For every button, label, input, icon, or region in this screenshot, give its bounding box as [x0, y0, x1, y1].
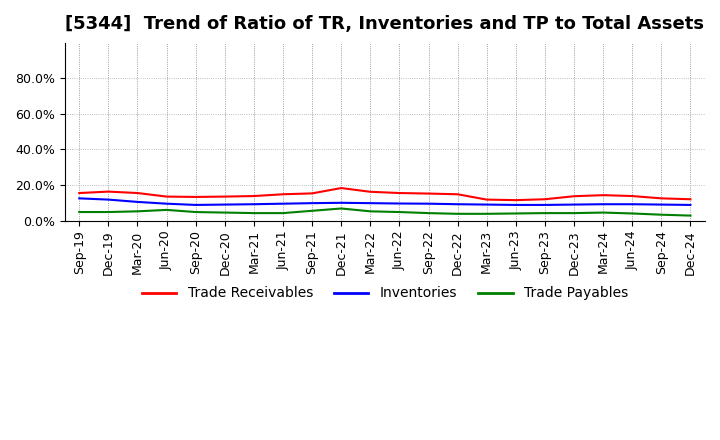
- Inventories: [104, 197, 113, 202]
- Trade Payables: [220, 210, 229, 215]
- Trade Receivables: [75, 191, 84, 196]
- Trade Payables: [162, 207, 171, 213]
- Trade Receivables: [220, 194, 229, 199]
- Trade Receivables: [192, 194, 200, 200]
- Inventories: [599, 202, 608, 207]
- Trade Receivables: [104, 189, 113, 194]
- Inventories: [366, 201, 374, 206]
- Inventories: [454, 202, 462, 207]
- Line: Trade Receivables: Trade Receivables: [79, 188, 690, 200]
- Trade Receivables: [511, 198, 520, 203]
- Trade Payables: [424, 210, 433, 216]
- Text: [5344]  Trend of Ratio of TR, Inventories and TP to Total Assets: [5344] Trend of Ratio of TR, Inventories…: [65, 15, 703, 33]
- Trade Payables: [454, 211, 462, 216]
- Trade Receivables: [424, 191, 433, 196]
- Trade Payables: [250, 210, 258, 216]
- Trade Receivables: [599, 193, 608, 198]
- Inventories: [307, 201, 316, 206]
- Trade Receivables: [541, 197, 549, 202]
- Inventories: [337, 200, 346, 205]
- Inventories: [628, 202, 636, 207]
- Trade Receivables: [454, 192, 462, 197]
- Trade Payables: [541, 210, 549, 216]
- Trade Payables: [686, 213, 695, 218]
- Trade Receivables: [162, 194, 171, 199]
- Inventories: [570, 202, 578, 207]
- Trade Payables: [570, 210, 578, 216]
- Inventories: [75, 196, 84, 201]
- Trade Receivables: [366, 189, 374, 194]
- Inventories: [192, 202, 200, 208]
- Trade Payables: [307, 208, 316, 213]
- Trade Payables: [133, 209, 142, 214]
- Inventories: [162, 201, 171, 206]
- Trade Payables: [279, 210, 287, 216]
- Trade Receivables: [628, 194, 636, 199]
- Trade Payables: [628, 211, 636, 216]
- Trade Payables: [104, 209, 113, 215]
- Trade Payables: [395, 209, 404, 215]
- Trade Receivables: [337, 185, 346, 191]
- Trade Payables: [599, 210, 608, 215]
- Trade Receivables: [657, 196, 666, 201]
- Trade Receivables: [133, 191, 142, 196]
- Trade Receivables: [307, 191, 316, 196]
- Line: Inventories: Inventories: [79, 198, 690, 205]
- Trade Payables: [511, 211, 520, 216]
- Line: Trade Payables: Trade Payables: [79, 209, 690, 216]
- Inventories: [220, 202, 229, 207]
- Trade Receivables: [570, 194, 578, 199]
- Legend: Trade Receivables, Inventories, Trade Payables: Trade Receivables, Inventories, Trade Pa…: [136, 281, 634, 306]
- Trade Payables: [75, 209, 84, 215]
- Inventories: [482, 202, 491, 207]
- Trade Payables: [366, 209, 374, 214]
- Trade Receivables: [395, 191, 404, 196]
- Inventories: [250, 202, 258, 207]
- Inventories: [424, 201, 433, 206]
- Trade Payables: [482, 211, 491, 216]
- Trade Receivables: [279, 192, 287, 197]
- Inventories: [133, 199, 142, 205]
- Inventories: [686, 202, 695, 208]
- Inventories: [395, 201, 404, 206]
- Trade Payables: [192, 209, 200, 215]
- Trade Receivables: [686, 197, 695, 202]
- Inventories: [511, 202, 520, 208]
- Inventories: [657, 202, 666, 207]
- Trade Receivables: [482, 197, 491, 202]
- Trade Payables: [337, 206, 346, 211]
- Trade Receivables: [250, 194, 258, 199]
- Trade Payables: [657, 212, 666, 217]
- Inventories: [541, 202, 549, 208]
- Inventories: [279, 201, 287, 206]
